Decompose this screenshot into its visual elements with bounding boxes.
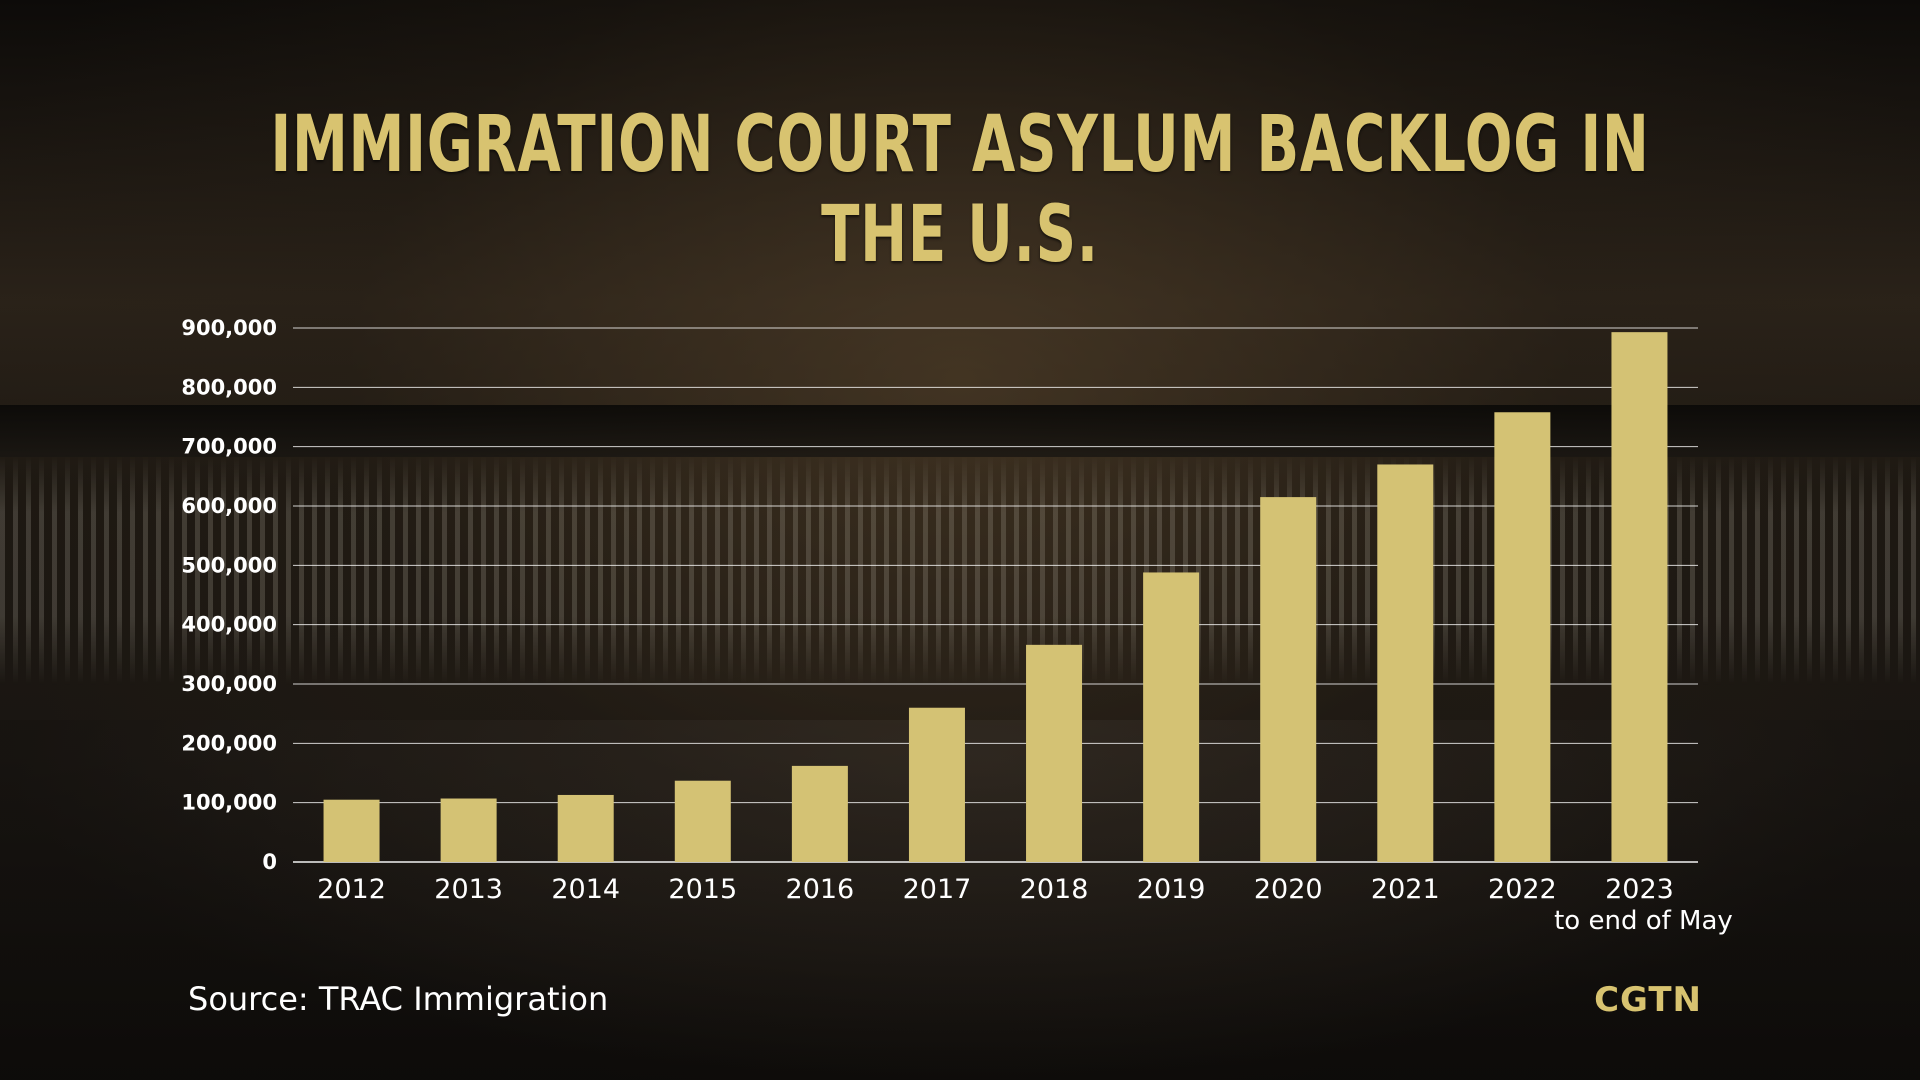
- bar-2013: [440, 798, 497, 862]
- y-axis-ticks: 0 100,000 200,000 300,000 400,000 500,000 600,…: [181, 316, 277, 874]
- x-axis-ticks: 2012 2013 2014 2015 2016 2017 2018 2019 2020 2021…: [317, 874, 1733, 936]
- y-tick-label: 900,000: [181, 316, 277, 340]
- y-tick-label: 100,000: [181, 791, 277, 815]
- bar-2018: [1026, 644, 1083, 862]
- bar-2019: [1143, 572, 1200, 862]
- x-tick-label: 2018: [1020, 874, 1089, 905]
- background-fence: [0, 455, 1920, 685]
- bar-2014: [557, 794, 614, 862]
- y-tick-label: 600,000: [181, 494, 277, 518]
- y-tick-label: 200,000: [181, 731, 277, 755]
- x-tick-note: to end of May: [1554, 906, 1733, 936]
- x-tick-label: 2017: [903, 874, 972, 905]
- bar-2020: [1260, 497, 1317, 862]
- x-tick-label: 2014: [551, 874, 620, 905]
- x-tick-label: 2015: [668, 874, 737, 905]
- bars: [323, 332, 1668, 862]
- source-note: Source: TRAC Immigration: [188, 980, 609, 1018]
- x-tick-label: 2023: [1605, 874, 1674, 905]
- x-tick-label: 2020: [1254, 874, 1323, 905]
- cgtn-logo: CGTN: [1594, 980, 1702, 1020]
- background-fence-top: [0, 405, 1920, 457]
- bar-2022: [1494, 412, 1551, 862]
- y-tick-label: 800,000: [181, 375, 277, 399]
- chart-title: IMMIGRATION COURT ASYLUM BACKLOG IN THE …: [270, 100, 1650, 280]
- x-tick-label: 2012: [317, 874, 386, 905]
- y-tick-label: 0: [262, 850, 277, 874]
- x-tick-label: 2013: [434, 874, 503, 905]
- x-tick-label: 2021: [1371, 874, 1440, 905]
- x-tick-label: 2019: [1137, 874, 1206, 905]
- y-tick-label: 500,000: [181, 553, 277, 577]
- bar-2021: [1377, 464, 1434, 862]
- x-tick-label: 2016: [786, 874, 855, 905]
- bar-2016: [791, 765, 848, 862]
- bar-2012: [323, 799, 380, 862]
- bar-2017: [908, 707, 965, 862]
- y-tick-label: 300,000: [181, 672, 277, 696]
- bar-2015: [674, 780, 731, 862]
- y-tick-label: 700,000: [181, 435, 277, 459]
- bar-2023: [1611, 332, 1668, 862]
- y-tick-label: 400,000: [181, 613, 277, 637]
- gridlines: [293, 327, 1698, 863]
- x-tick-label: 2022: [1488, 874, 1557, 905]
